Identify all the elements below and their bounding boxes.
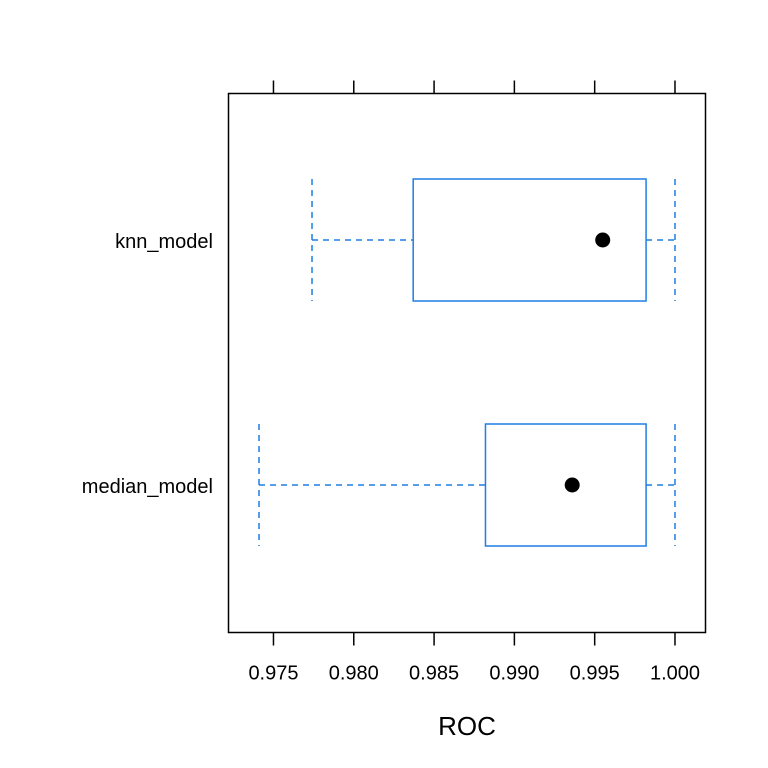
x-tick-label-4: 0.995 <box>570 663 620 685</box>
category-labels: knn_model median_model <box>82 231 213 498</box>
box-median_model <box>258 423 676 547</box>
plot-panel-border <box>227 92 707 634</box>
box-series <box>258 178 676 547</box>
category-label-1: median_model <box>82 476 213 498</box>
x-tick-label-5: 1.000 <box>650 663 700 685</box>
median-point <box>595 232 611 248</box>
top-axis-ticks <box>272 80 676 94</box>
iqr-box <box>412 178 647 302</box>
bottom-axis-ticks <box>272 632 676 646</box>
box-knn_model <box>311 178 676 302</box>
iqr-box <box>484 423 647 547</box>
x-tick-label-2: 0.985 <box>409 663 459 685</box>
x-axis-title: ROC <box>438 711 496 741</box>
category-label-0: knn_model <box>115 231 213 253</box>
median-point <box>564 477 580 493</box>
x-tick-label-0: 0.975 <box>248 663 298 685</box>
x-tick-labels: 0.975 0.980 0.985 0.990 0.995 1.000 <box>248 663 700 685</box>
x-tick-label-1: 0.980 <box>329 663 379 685</box>
x-tick-label-3: 0.990 <box>489 663 539 685</box>
